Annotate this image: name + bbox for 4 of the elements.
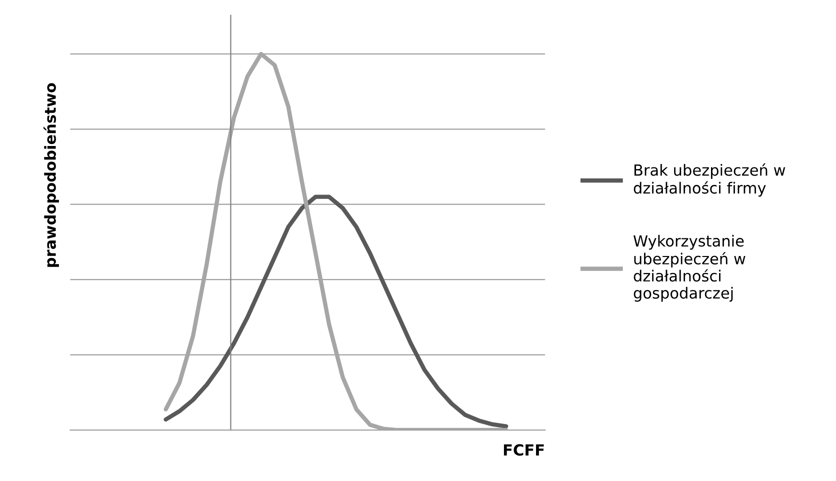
x-axis-title: FCFF [504, 444, 544, 456]
text: prawdopodobieństwo [44, 83, 59, 267]
legend-label: Brak ubezpieczeń w działalności firmy [634, 163, 786, 197]
legend-label: Wykorzystanie ubezpieczeń w działalności gospodarczej [633, 234, 746, 302]
